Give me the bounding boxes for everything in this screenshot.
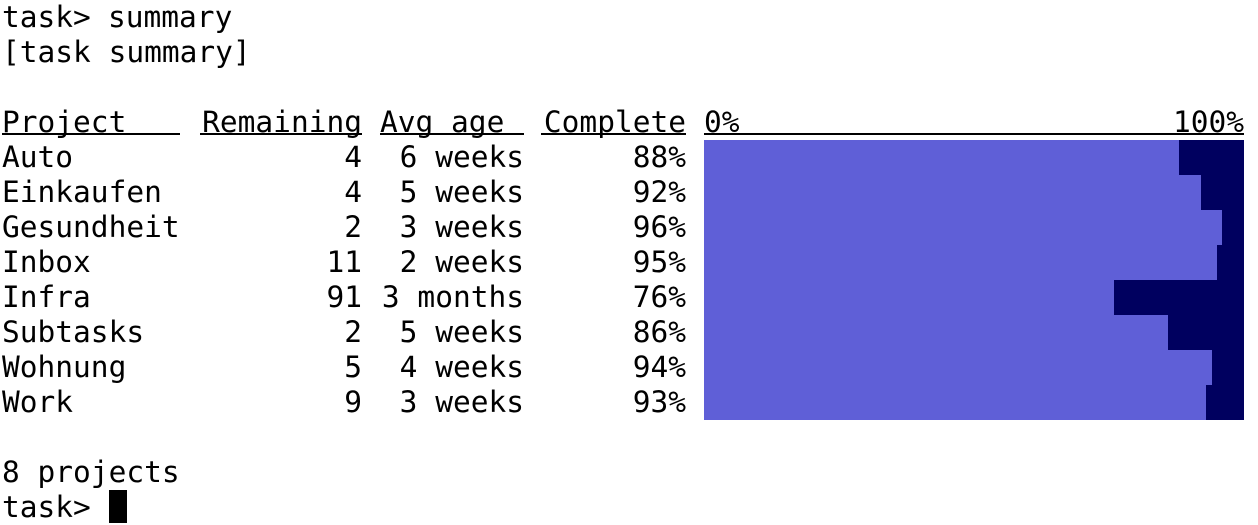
progress-done — [704, 315, 1168, 350]
avg-age: 2 weeks — [399, 245, 524, 279]
progress-bar — [704, 140, 1244, 175]
project-name: Work — [2, 385, 74, 419]
progress-remaining — [1114, 280, 1244, 315]
progress-bar — [704, 385, 1244, 420]
progress-remaining — [1179, 140, 1244, 175]
remaining-count: 5 — [344, 350, 362, 384]
progress-bar — [704, 350, 1244, 385]
progress-done — [704, 385, 1206, 420]
progress-done — [704, 140, 1179, 175]
remaining-count: 4 — [344, 140, 362, 174]
progress-remaining — [1168, 315, 1244, 350]
complete-percent: 95% — [632, 245, 686, 279]
progress-remaining — [1222, 210, 1244, 245]
project-name: Gesundheit — [2, 210, 180, 244]
header-underline — [200, 133, 362, 135]
avg-age: 3 weeks — [399, 210, 524, 244]
project-name: Auto — [2, 140, 74, 174]
complete-percent: 96% — [632, 210, 686, 244]
complete-percent: 92% — [632, 175, 686, 209]
progress-done — [704, 210, 1222, 245]
avg-age: 6 weeks — [399, 140, 524, 174]
remaining-count: 2 — [344, 315, 362, 349]
prompt: task> — [2, 0, 91, 34]
remaining-count: 4 — [344, 175, 362, 209]
progress-bar — [704, 315, 1244, 350]
footer-count: 8 projects — [2, 455, 180, 489]
progress-bar — [704, 210, 1244, 245]
progress-bar — [704, 245, 1244, 280]
complete-percent: 88% — [632, 140, 686, 174]
header-underline — [704, 133, 1244, 135]
project-name: Infra — [2, 280, 91, 314]
complete-percent: 93% — [632, 385, 686, 419]
remaining-count: 11 — [326, 245, 362, 279]
complete-percent: 86% — [632, 315, 686, 349]
remaining-count: 2 — [344, 210, 362, 244]
progress-remaining — [1201, 175, 1244, 210]
project-name: Inbox — [2, 245, 91, 279]
progress-remaining — [1212, 350, 1244, 385]
progress-done — [704, 350, 1212, 385]
avg-age: 5 weeks — [399, 175, 524, 209]
prompt: task> — [2, 490, 91, 524]
command-text: summary — [108, 0, 233, 34]
complete-percent: 94% — [632, 350, 686, 384]
cursor — [109, 490, 127, 523]
progress-bar — [704, 175, 1244, 210]
avg-age: 3 weeks — [399, 385, 524, 419]
avg-age: 3 months — [381, 280, 524, 314]
progress-bar — [704, 280, 1244, 315]
project-name: Wohnung — [2, 350, 127, 384]
avg-age: 4 weeks — [399, 350, 524, 384]
progress-done — [704, 280, 1114, 315]
remaining-count: 9 — [344, 385, 362, 419]
report-tag: [task summary] — [2, 35, 251, 69]
project-name: Subtasks — [2, 315, 145, 349]
progress-done — [704, 245, 1217, 280]
progress-remaining — [1206, 385, 1244, 420]
remaining-count: 91 — [326, 280, 362, 314]
progress-remaining — [1217, 245, 1244, 280]
project-name: Einkaufen — [2, 175, 162, 209]
avg-age: 5 weeks — [399, 315, 524, 349]
header-underline — [2, 133, 180, 135]
header-underline — [380, 133, 524, 135]
progress-done — [704, 175, 1201, 210]
header-underline — [541, 133, 686, 135]
complete-percent: 76% — [632, 280, 686, 314]
